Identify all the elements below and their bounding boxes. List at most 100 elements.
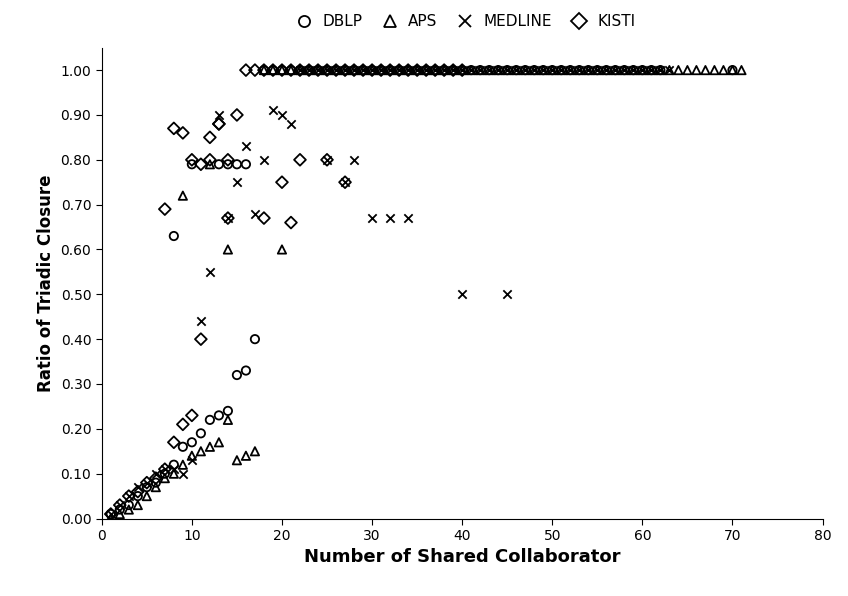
Point xyxy=(284,66,298,75)
Point xyxy=(275,245,288,254)
Point xyxy=(257,66,271,75)
Point xyxy=(393,66,406,75)
Point xyxy=(600,66,613,75)
Point xyxy=(590,66,604,75)
Point xyxy=(122,491,136,501)
Point xyxy=(176,469,190,479)
Point xyxy=(582,66,595,75)
Point xyxy=(410,66,424,75)
Point xyxy=(149,478,163,488)
Point xyxy=(518,66,532,75)
Point xyxy=(582,66,595,75)
Point xyxy=(293,155,307,164)
Point xyxy=(347,155,360,164)
Point xyxy=(275,178,288,187)
Point xyxy=(158,204,171,214)
Point xyxy=(419,66,432,75)
Point xyxy=(239,366,253,375)
Point xyxy=(465,66,478,75)
Point xyxy=(537,66,550,75)
Point xyxy=(104,509,118,519)
Point xyxy=(401,66,415,75)
Point xyxy=(365,66,379,75)
Point xyxy=(104,509,118,519)
Point xyxy=(167,460,181,470)
Point xyxy=(438,66,451,75)
Point xyxy=(204,267,217,277)
Point xyxy=(438,66,451,75)
Point xyxy=(338,178,352,187)
Point xyxy=(401,66,415,75)
Point xyxy=(158,464,171,474)
Point xyxy=(627,66,640,75)
Point xyxy=(122,505,136,514)
Point xyxy=(239,451,253,461)
Point xyxy=(266,66,280,75)
Point xyxy=(113,500,126,510)
Point xyxy=(248,209,262,218)
Point xyxy=(356,66,370,75)
Point xyxy=(473,66,487,75)
Point xyxy=(113,500,126,510)
Point xyxy=(230,455,243,465)
Point xyxy=(248,446,262,456)
Point xyxy=(617,66,631,75)
Point xyxy=(726,66,739,75)
Point xyxy=(212,437,226,447)
Point xyxy=(654,66,667,75)
Point xyxy=(257,213,271,223)
Point xyxy=(302,66,315,75)
Point xyxy=(500,66,514,75)
Point xyxy=(321,155,334,164)
Point xyxy=(204,132,217,142)
Point xyxy=(428,66,442,75)
Point xyxy=(149,482,163,492)
Point xyxy=(185,411,198,420)
Point xyxy=(158,469,171,479)
Point xyxy=(329,66,343,75)
Point xyxy=(131,500,144,510)
Point xyxy=(654,66,667,75)
Point xyxy=(365,213,379,223)
Point xyxy=(563,66,577,75)
Point xyxy=(212,160,226,169)
Point xyxy=(707,66,721,75)
Point xyxy=(446,66,460,75)
Point xyxy=(465,66,478,75)
Point xyxy=(338,66,352,75)
Point xyxy=(636,66,650,75)
Point xyxy=(204,155,217,164)
Point xyxy=(545,66,559,75)
Point xyxy=(329,66,343,75)
Point xyxy=(491,66,505,75)
Point xyxy=(131,482,144,492)
Point xyxy=(555,66,568,75)
Point xyxy=(293,66,307,75)
Point xyxy=(590,66,604,75)
Point xyxy=(248,334,262,344)
Point xyxy=(726,66,739,75)
Point xyxy=(537,66,550,75)
Point xyxy=(311,66,325,75)
Point xyxy=(257,66,271,75)
Point xyxy=(113,505,126,514)
Point xyxy=(230,110,243,120)
Point xyxy=(455,66,469,75)
Point xyxy=(248,66,262,75)
Point xyxy=(428,66,442,75)
Point xyxy=(609,66,622,75)
Point xyxy=(131,487,144,496)
Point xyxy=(284,218,298,227)
Point xyxy=(293,66,307,75)
Point xyxy=(140,491,153,501)
Point xyxy=(338,66,352,75)
Point xyxy=(563,66,577,75)
Point xyxy=(491,66,505,75)
Point xyxy=(230,178,243,187)
Point xyxy=(446,66,460,75)
Point xyxy=(140,478,153,488)
Point xyxy=(527,66,541,75)
Point xyxy=(104,509,118,519)
Point xyxy=(356,66,370,75)
Point xyxy=(230,370,243,380)
